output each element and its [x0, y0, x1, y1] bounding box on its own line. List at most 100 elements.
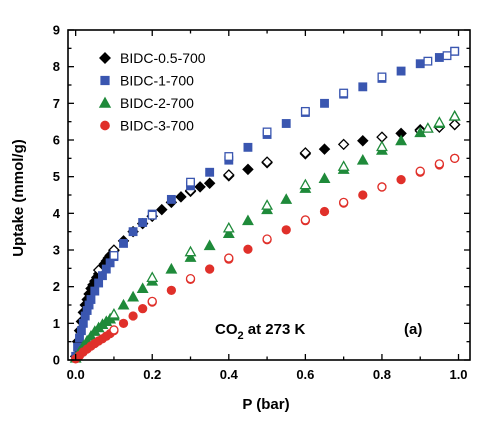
- condition-annotation: CO2 at 273 K: [215, 321, 305, 342]
- desorption-point: [109, 251, 119, 260]
- adsorption-point: [119, 238, 128, 248]
- desorption-point: [224, 152, 234, 161]
- adsorption-point: [117, 298, 130, 310]
- desorption-point: [109, 325, 119, 335]
- adsorption-point: [75, 333, 84, 343]
- condition-subscript: 2: [238, 330, 244, 342]
- legend-label: BIDC-3-700: [120, 118, 194, 134]
- desorption-point: [442, 51, 452, 61]
- adsorption-point: [358, 82, 368, 92]
- adsorption-point: [136, 282, 149, 294]
- adsorption-point: [356, 153, 369, 165]
- adsorption-point: [319, 206, 330, 217]
- panel-label: (a): [404, 321, 422, 338]
- adsorption-point: [203, 177, 216, 190]
- adsorption-point: [165, 262, 178, 274]
- adsorption-point: [281, 225, 291, 235]
- legend-label: BIDC-2-700: [120, 95, 194, 111]
- x-tick-label: 0.0: [67, 367, 85, 382]
- series-3: [71, 153, 460, 364]
- adsorption-point: [127, 290, 140, 302]
- desorption-point: [448, 118, 461, 131]
- desorption-point: [421, 122, 434, 133]
- desorption-point: [299, 147, 312, 159]
- x-tick-label: 0.4: [220, 367, 239, 382]
- desorption-point: [262, 127, 272, 137]
- adsorption-point: [128, 227, 138, 237]
- desorption-point: [300, 106, 310, 116]
- desorption-point: [223, 169, 235, 181]
- desorption-point: [339, 197, 349, 207]
- legend-label: BIDC-1-700: [120, 73, 194, 89]
- desorption-point: [448, 109, 461, 121]
- desorption-point: [262, 234, 272, 244]
- y-tick-label: 4: [53, 206, 61, 221]
- adsorption-point: [203, 239, 216, 251]
- desorption-point: [299, 178, 312, 190]
- desorption-point: [415, 166, 425, 176]
- desorption-point: [261, 199, 274, 210]
- adsorption-point: [281, 119, 291, 128]
- adsorption-point: [358, 190, 368, 200]
- adsorption-point: [166, 285, 177, 295]
- desorption-point: [376, 140, 388, 152]
- x-tick-label: 0.8: [373, 367, 391, 382]
- adsorption-point: [205, 167, 215, 177]
- x-tick-label: 0.6: [296, 367, 314, 382]
- adsorption-point: [415, 59, 425, 69]
- legend-marker: [100, 120, 110, 131]
- y-tick-label: 2: [53, 279, 60, 294]
- desorption-point: [147, 210, 157, 220]
- series-1: [71, 46, 460, 361]
- legend-marker: [100, 75, 110, 86]
- x-tick-label: 1.0: [449, 367, 467, 382]
- desorption-point: [339, 88, 349, 98]
- adsorption-point: [357, 134, 369, 147]
- y-tick-label: 7: [53, 96, 60, 111]
- axes: [67, 29, 471, 361]
- desorption-point: [185, 273, 196, 284]
- adsorption-point: [243, 244, 253, 254]
- desorption-point: [147, 296, 157, 306]
- adsorption-point: [222, 227, 235, 239]
- adsorption-point: [184, 251, 197, 262]
- adsorption-point: [243, 142, 253, 152]
- adsorption-point: [194, 181, 206, 193]
- adsorption-point: [280, 193, 293, 204]
- condition-rest: at 273 K: [244, 321, 306, 338]
- desorption-point: [450, 46, 460, 56]
- y-tick-label: 3: [53, 243, 60, 258]
- adsorption-point: [118, 318, 129, 328]
- desorption-point: [377, 72, 387, 82]
- adsorption-point: [90, 286, 100, 296]
- desorption-point: [108, 307, 120, 319]
- desorption-point: [423, 56, 433, 66]
- adsorption-point: [76, 326, 86, 336]
- adsorption-point: [242, 163, 254, 176]
- y-tick-label: 6: [53, 133, 60, 148]
- adsorption-point: [128, 311, 138, 321]
- desorption-point: [337, 160, 350, 171]
- desorption-point: [337, 138, 350, 151]
- adsorption-point: [94, 278, 104, 288]
- x-axis-title: P (bar): [242, 396, 289, 413]
- adsorption-point: [318, 143, 331, 155]
- y-tick-label: 8: [53, 59, 60, 74]
- adsorption-point: [86, 295, 96, 304]
- y-axis-title: Uptake (mmol/g): [10, 139, 27, 257]
- legend-marker: [98, 96, 112, 108]
- desorption-point: [377, 182, 387, 192]
- y-tick-label: 1: [53, 316, 60, 331]
- y-tick-label: 5: [53, 169, 60, 184]
- desorption-point: [434, 159, 445, 169]
- desorption-point: [224, 253, 234, 263]
- desorption-point: [184, 245, 197, 257]
- adsorption-point: [320, 98, 329, 108]
- legend-marker: [99, 52, 111, 64]
- desorption-point: [450, 153, 460, 163]
- adsorption-point: [156, 203, 168, 216]
- adsorption-point: [242, 214, 254, 226]
- y-tick-label: 0: [53, 353, 60, 368]
- condition-main: CO: [215, 321, 238, 338]
